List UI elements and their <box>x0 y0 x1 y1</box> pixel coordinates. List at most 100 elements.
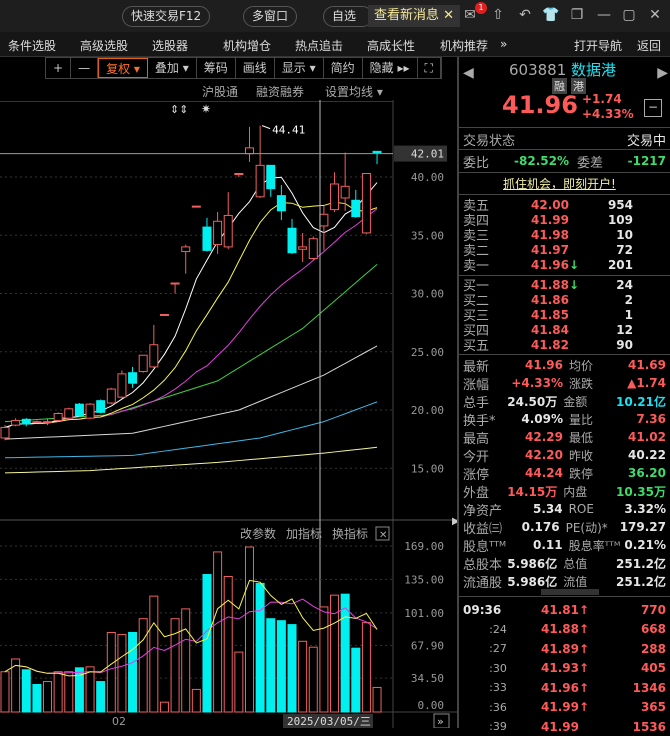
menu-item[interactable]: 打开导航 <box>574 39 623 53</box>
price-change-pct: +4.33% <box>582 107 634 121</box>
home-icon[interactable]: ⇧ <box>492 7 504 23</box>
open-account-link[interactable]: 抓住机会，即刻开户! <box>503 177 616 191</box>
back-icon[interactable]: ↶ <box>519 7 531 23</box>
collapse-button[interactable]: − <box>644 99 662 117</box>
indicator-button[interactable]: 换指标 <box>332 526 368 541</box>
maximize-icon[interactable]: ▢ <box>622 7 636 23</box>
crosshair-date-label: 2025/03/05/三 <box>287 715 371 728</box>
buy-level[interactable]: 买四 41.84 12 <box>463 322 666 340</box>
stat-value: 4.09% <box>521 412 563 426</box>
sun-marker-icon[interactable]: ✷ <box>201 102 212 116</box>
event-marker-icon[interactable]: ⇕⇕ <box>170 103 189 116</box>
volume-bar <box>0 671 10 713</box>
toolbar-button[interactable]: 隐藏 ▸▸ <box>363 58 418 78</box>
volume-bar <box>361 622 371 713</box>
kline-chart[interactable]: 40.00 35.00 30.00 25.00 20.00 15.00 44.41 42.01… <box>0 100 457 728</box>
buy-level[interactable]: 买二 41.86 2 <box>463 292 666 310</box>
level-label: 卖四 <box>463 214 490 229</box>
indicator-button[interactable]: 加指标 <box>286 526 322 541</box>
hsgt-link[interactable]: 沪股通 <box>202 85 239 99</box>
menu-item[interactable]: 机构推荐 <box>440 39 489 53</box>
long-ma-line <box>4 446 378 474</box>
stats-row: 今开 42.20 昨收 40.22 <box>463 446 666 465</box>
tick-time: :36 <box>489 700 507 714</box>
stat-value: 10.35万 <box>616 484 666 499</box>
new-message-label: 查看新消息 <box>374 8 440 23</box>
candle-body <box>96 400 106 413</box>
level-label: 买五 <box>463 339 490 354</box>
title-bar: 快速交易F12 多窗口 自选 查看新消息 ✕ ✉ 1 ⇧ ↶ 👕 ❐ — ▢ ✕ <box>0 0 670 32</box>
toolbar-button[interactable]: 显示 ▾ <box>275 58 324 78</box>
minimize-icon[interactable]: — <box>597 7 611 23</box>
level-volume: 12 <box>616 322 633 337</box>
panel-splitter[interactable] <box>541 589 599 595</box>
volume-bar <box>21 669 31 713</box>
stats-row: 涨停 44.24 跌停 36.20 <box>463 464 666 483</box>
sell-level[interactable]: 卖三 41.98 10 <box>463 227 666 245</box>
new-message-button[interactable]: 查看新消息 ✕ <box>368 5 461 27</box>
sell-level[interactable]: 卖四 41.99 109 <box>463 212 666 230</box>
toolbar-button[interactable]: 叠加 ▾ <box>148 58 197 78</box>
close-window-icon[interactable]: ✕ <box>649 7 661 23</box>
window-mode-icon[interactable]: ❐ <box>570 7 584 23</box>
volume-bar <box>223 575 233 713</box>
level-price: 41.82 <box>531 337 569 352</box>
toolbar-button[interactable]: ⛶ <box>418 58 441 78</box>
ma-settings-dropdown[interactable]: 设置均线 ▾ <box>325 85 383 99</box>
tick-price: 41.81 <box>541 602 579 617</box>
stats-row: 总手 24.50万 金额 10.21亿 <box>463 392 666 411</box>
toolbar-button[interactable]: 复权 ▾ <box>98 58 148 78</box>
level-price: 41.86 <box>531 292 569 307</box>
indicator-button[interactable]: 改参数 <box>240 526 276 541</box>
volume-ma5-line <box>4 579 378 677</box>
menu-item[interactable]: 高成长性 <box>367 39 416 53</box>
candle-body <box>234 173 244 176</box>
price-tick-label: 25.00 <box>411 346 444 359</box>
stat-label: 昨收 <box>569 448 594 463</box>
collapse-panel-handle[interactable]: ▶ <box>452 516 460 527</box>
multi-window-button[interactable]: 多窗口 <box>243 6 298 27</box>
buy-level[interactable]: 买一 41.88 ↓ 24 <box>463 277 666 295</box>
level-price: 41.98 <box>531 227 569 242</box>
prev-stock-icon[interactable]: ◀ <box>463 65 474 81</box>
stat-label: 涨幅 <box>463 377 490 393</box>
buy-level[interactable]: 买三 41.85 1 <box>463 307 666 325</box>
buy-level[interactable]: 买五 41.82 90 <box>463 337 666 355</box>
close-icon[interactable]: ✕ <box>443 8 455 23</box>
sell-level[interactable]: 卖二 41.97 72 <box>463 242 666 260</box>
tick-arrow: ↑ <box>579 680 590 695</box>
toolbar-button[interactable]: + <box>46 58 72 78</box>
watchlist-button[interactable]: 自选 <box>323 6 373 27</box>
toolbar-button[interactable]: — <box>71 58 99 78</box>
stat-value: 24.50万 <box>507 394 558 409</box>
indicator-close-button[interactable] <box>375 526 390 541</box>
toolbar-button[interactable]: 画线 <box>236 58 275 78</box>
mail-icon[interactable]: ✉ <box>464 7 476 23</box>
toolbar-button[interactable]: 简约 <box>324 58 363 78</box>
next-stock-icon[interactable]: ▶ <box>657 65 668 81</box>
volume-bar <box>64 671 74 713</box>
menu-item[interactable]: 返回 <box>637 39 662 53</box>
candle-body <box>106 388 116 404</box>
sell-level[interactable]: 卖一 41.96 ↓ 201 <box>463 257 666 275</box>
tick-arrow: ↑ <box>579 641 590 656</box>
sell-level[interactable]: 卖五 42.00 954 <box>463 197 666 215</box>
menu-item[interactable]: 热点追击 <box>295 39 344 53</box>
menu-item[interactable]: » <box>500 37 508 51</box>
toolbar-button[interactable]: 筹码 <box>197 58 236 78</box>
candle-body <box>21 418 31 425</box>
skin-icon[interactable]: 👕 <box>542 7 560 23</box>
stat-value: 5.986亿 <box>507 556 558 571</box>
menu-item[interactable]: 高级选股 <box>80 39 129 53</box>
menu-item[interactable]: 选股器 <box>152 39 189 53</box>
menu-item[interactable]: 机构增仓 <box>223 39 272 53</box>
candle-body <box>319 213 329 227</box>
scroll-right-button[interactable] <box>433 713 450 728</box>
stat-value: 44.24 <box>525 466 563 480</box>
margin-trading-link[interactable]: 融资融券 <box>256 85 305 99</box>
candle-body <box>191 205 201 208</box>
price-change: +1.74 <box>582 92 622 106</box>
menu-item[interactable]: 条件选股 <box>8 39 57 53</box>
volume-bar <box>43 681 53 713</box>
quick-trade-button[interactable]: 快速交易F12 <box>122 6 211 27</box>
